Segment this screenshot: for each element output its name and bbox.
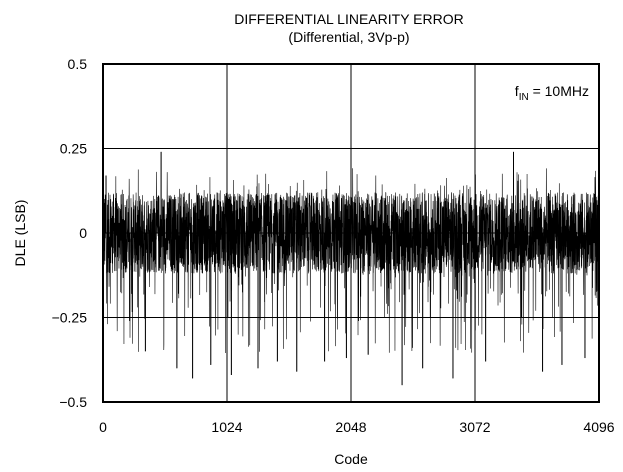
y-axis-label: DLE (LSB) bbox=[12, 200, 28, 267]
y-tick-label: 0.25 bbox=[60, 141, 87, 157]
x-tick-label: 3072 bbox=[459, 419, 490, 435]
annotation-prefix: f bbox=[515, 83, 519, 99]
chart-subtitle: (Differential, 3Vp-p) bbox=[288, 29, 409, 45]
y-tick-label: −0.25 bbox=[52, 310, 88, 326]
chart-title: DIFFERENTIAL LINEARITY ERROR bbox=[234, 11, 463, 27]
x-tick-label: 1024 bbox=[211, 419, 242, 435]
x-tick-label: 0 bbox=[99, 419, 107, 435]
annotation-suffix: = 10MHz bbox=[529, 83, 589, 99]
x-axis-label: Code bbox=[334, 451, 368, 467]
y-tick-labels: 0.5 0.25 0 −0.25 −0.5 bbox=[52, 56, 88, 410]
y-tick-label: 0 bbox=[79, 225, 87, 241]
x-tick-labels: 0 1024 2048 3072 4096 bbox=[99, 419, 615, 435]
y-tick-label: −0.5 bbox=[59, 394, 87, 410]
frequency-annotation: fIN = 10MHz bbox=[515, 83, 589, 103]
x-tick-label: 2048 bbox=[335, 419, 366, 435]
x-tick-label: 4096 bbox=[583, 419, 614, 435]
plot-frame bbox=[102, 63, 600, 403]
dle-trace-line bbox=[102, 151, 600, 386]
annotation-subscript: IN bbox=[519, 92, 529, 103]
y-tick-label: 0.5 bbox=[68, 56, 88, 72]
dle-trace bbox=[102, 151, 600, 386]
